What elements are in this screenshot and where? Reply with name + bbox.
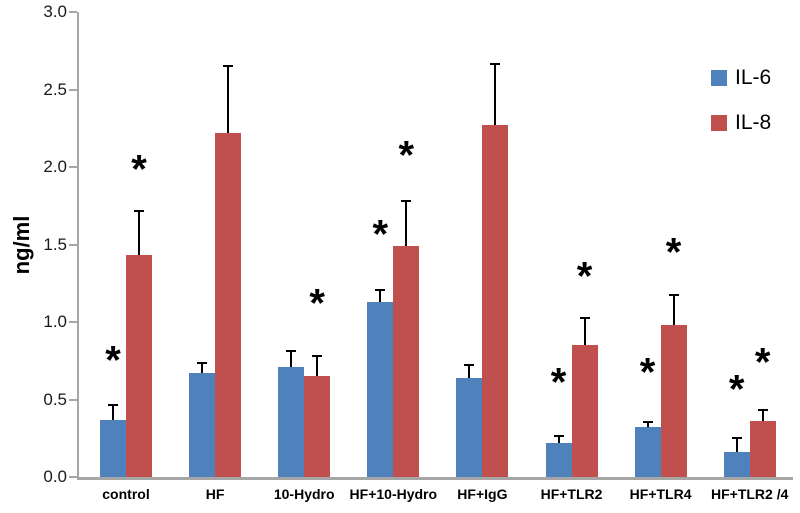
error-bar-line [316,354,319,377]
y-tick-label: 0.0 [43,467,67,486]
bar-il8 [304,376,331,477]
error-bar-cap [401,199,412,202]
error-bar-line [405,199,408,247]
y-tick-label: 1.0 [43,312,67,331]
significance-asterisk: * [576,254,593,299]
error-bar-line [735,436,738,453]
y-tick-mark [69,88,77,91]
error-bar-cap [490,63,501,66]
bar-il8 [571,345,598,477]
bar-il6 [456,377,483,477]
error-bar-line [201,362,204,374]
bar-il6 [278,366,305,477]
legend-label-il6: IL-6 [735,66,772,89]
significance-asterisk: * [398,133,415,178]
error-bar-cap [197,362,208,365]
significance-asterisk: * [639,350,656,395]
bar-il6 [723,452,750,477]
bar-il8 [749,421,776,477]
y-tick-mark [69,243,77,246]
y-tick-mark [69,476,77,478]
error-bar-line [646,421,649,428]
significance-asterisk: * [665,230,682,275]
error-bar-line [138,210,140,256]
error-bar-cap [108,404,118,407]
legend: IL-6 IL-8 [711,64,771,154]
bar-il6 [100,419,126,477]
y-tick-label: 1.5 [43,234,67,254]
error-bar-cap [642,421,653,424]
significance-asterisk: * [105,338,121,383]
bar-il8 [215,132,242,477]
error-bar-cap [312,354,323,357]
error-bar-line [494,63,497,126]
category-label: HF+IgG [457,486,508,502]
bar-il8 [660,325,687,477]
legend-item-il6: IL-6 [711,64,771,92]
error-bar-line [761,408,764,422]
error-bar-line [557,435,560,443]
bar-il8 [126,255,152,477]
error-bar-cap [553,435,564,438]
error-bar-cap [757,408,768,411]
y-tick-label: 3.0 [43,2,67,21]
significance-asterisk: * [728,368,745,413]
y-tick-mark [69,398,77,401]
category-label: HF+TLR4 [629,486,692,502]
bar-il8 [482,125,509,477]
y-tick-label: 2.0 [43,157,67,176]
significance-asterisk: * [550,360,567,405]
error-bar-cap [286,349,297,352]
error-bar-cap [134,210,144,213]
bar-il6 [367,301,394,477]
category-label: HF+TLR2 /4 [710,486,789,502]
legend-swatch-il8 [711,115,727,131]
error-bar-cap [731,436,742,439]
bar-il6 [634,427,661,477]
legend-swatch-il6 [711,70,727,86]
bar-il6 [545,442,572,477]
category-label: 10-Hydro [273,486,335,502]
y-tick-mark [69,166,77,168]
legend-item-il8: IL-8 [711,109,771,137]
significance-asterisk: * [309,281,325,326]
y-tick-mark [69,321,77,323]
legend-label-il8: IL-8 [735,111,772,134]
y-tick-label: 0.5 [43,389,67,409]
category-label: HF [205,486,225,502]
significance-asterisk: * [754,340,771,385]
error-bar-line [227,64,230,133]
error-bar-line [468,363,471,378]
error-bar-cap [668,294,679,297]
error-bar-cap [375,289,386,292]
error-bar-line [672,294,675,326]
category-label: HF+TLR2 [540,486,603,502]
significance-asterisk: * [131,147,147,192]
category-label: control [102,486,150,502]
error-bar-cap [464,363,475,366]
error-bar-line [290,349,293,367]
error-bar-line [112,404,114,420]
significance-asterisk: * [372,213,389,258]
error-bar-cap [579,317,590,320]
x-axis-line [77,477,793,480]
bar-il6 [189,373,216,477]
y-axis-line [77,12,79,479]
error-bar-line [583,317,586,346]
y-tick-mark [69,11,77,13]
bar-il8 [393,246,420,477]
y-tick-label: 2.5 [43,79,67,99]
category-label: HF+10-Hydro [349,486,438,502]
error-bar-line [379,289,382,302]
error-bar-cap [223,64,234,67]
